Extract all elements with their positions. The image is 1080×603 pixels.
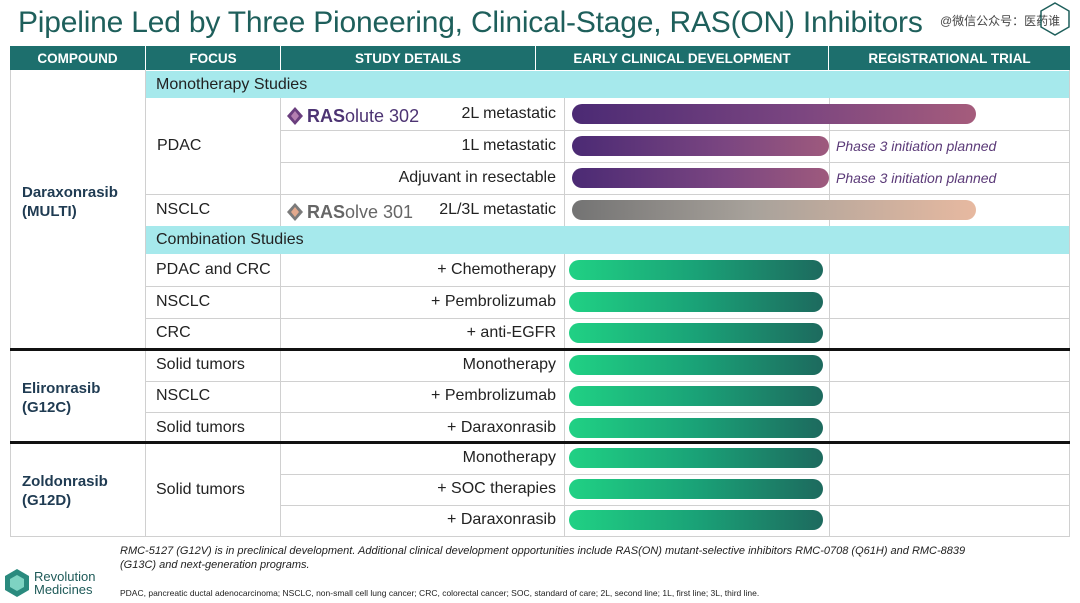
header-early-clinical: EARLY CLINICAL DEVELOPMENT	[536, 46, 828, 70]
detail-monotherapy: Monotherapy	[462, 356, 556, 373]
header-focus: FOCUS	[146, 46, 280, 70]
detail-soc-therapies: + SOC therapies	[437, 480, 556, 497]
compound-elironrasib: Elironrasib (G12C)	[22, 379, 100, 417]
page-title: Pipeline Led by Three Pioneering, Clinic…	[18, 6, 923, 39]
detail-monotherapy: Monotherapy	[462, 449, 556, 466]
compound-zoldonrasib: Zoldonrasib (G12D)	[22, 472, 108, 510]
rasolute-302-logo: RAS olute 302	[287, 105, 419, 127]
compound-separator	[10, 348, 1070, 351]
detail-daraxonrasib: + Daraxonrasib	[447, 511, 556, 528]
trial-suffix: olve 301	[345, 201, 414, 222]
header-compound: COMPOUND	[10, 46, 145, 70]
header-study-details: STUDY DETAILS	[281, 46, 535, 70]
progress-bar	[569, 448, 823, 468]
compound-target: (MULTI)	[22, 203, 77, 220]
focus-nsclc: NSCLC	[156, 201, 211, 218]
compound-target: (G12D)	[22, 492, 72, 509]
phase3-note: Phase 3 initiation planned	[836, 170, 997, 186]
detail-anti-egfr: + anti-EGFR	[466, 324, 556, 341]
focus-solid-tumors: Solid tumors	[156, 419, 245, 436]
progress-bar	[569, 323, 823, 343]
detail-adjuvant: Adjuvant in resectable	[398, 169, 556, 186]
watermark: @微信公众号：医药谁	[940, 14, 1061, 28]
focus-pdac-crc: PDAC and CRC	[156, 261, 271, 278]
company-logo: Revolution Medicines	[4, 568, 95, 598]
rasolve-logo-icon	[287, 203, 303, 221]
section-monotherapy: Monotherapy Studies	[146, 71, 1070, 98]
trial-suffix: olute 302	[345, 105, 420, 126]
focus-solid-tumors: Solid tumors	[156, 356, 245, 373]
progress-bar	[572, 168, 829, 188]
progress-bar	[572, 200, 976, 220]
detail-2l-metastatic: 2L metastatic	[461, 105, 556, 122]
trial-prefix: RAS	[307, 201, 346, 222]
footnote-main: RMC-5127 (G12V) is in preclinical develo…	[120, 545, 966, 571]
trial-prefix: RAS	[307, 105, 346, 126]
detail-1l-metastatic: 1L metastatic	[461, 137, 556, 154]
detail-daraxonrasib: + Daraxonrasib	[447, 419, 556, 436]
compound-name: Elironrasib	[22, 380, 101, 397]
hexagon-icon	[1040, 2, 1070, 36]
header-registrational: REGISTRATIONAL TRIAL	[829, 46, 1070, 70]
compound-daraxonrasib: Daraxonrasib (MULTI)	[22, 183, 118, 221]
revolution-medicines-logo-icon	[5, 569, 29, 597]
rasolute-logo-icon	[287, 107, 303, 125]
brand-line2: Medicines	[34, 582, 93, 597]
progress-bar	[569, 260, 823, 280]
brand-line1: Revolution	[34, 569, 96, 584]
progress-bar	[572, 136, 829, 156]
progress-bar	[572, 104, 976, 124]
detail-pembrolizumab: + Pembrolizumab	[431, 387, 556, 404]
detail-chemotherapy: + Chemotherapy	[437, 261, 556, 278]
progress-bar	[569, 479, 823, 499]
phase3-note: Phase 3 initiation planned	[836, 138, 997, 154]
detail-pembrolizumab: + Pembrolizumab	[431, 293, 556, 310]
compound-name: Daraxonrasib	[22, 184, 118, 201]
detail-2l3l-metastatic: 2L/3L metastatic	[439, 201, 556, 218]
focus-solid-tumors: Solid tumors	[156, 481, 245, 498]
compound-separator	[10, 441, 1070, 444]
section-combination: Combination Studies	[146, 226, 1070, 254]
compound-name: Zoldonrasib	[22, 473, 108, 490]
focus-pdac: PDAC	[157, 137, 202, 154]
focus-crc: CRC	[156, 324, 191, 341]
focus-nsclc: NSCLC	[156, 387, 211, 404]
progress-bar	[569, 418, 823, 438]
progress-bar	[569, 355, 823, 375]
compound-target: (G12C)	[22, 399, 72, 416]
progress-bar	[569, 510, 823, 530]
progress-bar	[569, 386, 823, 406]
progress-bar	[569, 292, 823, 312]
focus-nsclc: NSCLC	[156, 293, 211, 310]
footnote-abbreviations: PDAC, pancreatic ductal adenocarcinoma; …	[120, 588, 760, 598]
rasolve-301-logo: RAS olve 301	[287, 201, 413, 223]
